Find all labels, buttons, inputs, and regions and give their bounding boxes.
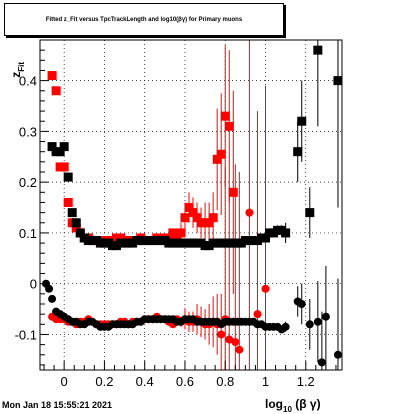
data-point-square bbox=[208, 213, 218, 223]
data-point-circle bbox=[321, 312, 330, 321]
data-point-circle bbox=[297, 300, 306, 308]
x-tick-label: 0.2 bbox=[95, 374, 113, 389]
data-series bbox=[42, 40, 343, 370]
data-point-square bbox=[188, 208, 198, 218]
data-point-square bbox=[293, 147, 303, 157]
data-point-square bbox=[47, 142, 57, 152]
data-point-square bbox=[333, 76, 343, 86]
y-tick-label: 0.3 bbox=[19, 124, 37, 139]
timestamp: Mon Jan 18 15:55:21 2021 bbox=[2, 400, 113, 410]
data-point-square bbox=[51, 86, 61, 96]
x-tick-label: 0.8 bbox=[216, 374, 234, 389]
data-point-square bbox=[55, 147, 65, 157]
y-tick-label: 0.4 bbox=[19, 74, 37, 89]
data-point-square bbox=[204, 218, 214, 228]
data-point-square bbox=[192, 213, 202, 223]
series-group bbox=[47, 40, 343, 251]
data-point-circle bbox=[313, 317, 322, 326]
data-point-square bbox=[305, 208, 315, 218]
chart-title: Fitted z_Fit versus TpcTrackLength and l… bbox=[4, 3, 284, 36]
axis-ticks: 0 0.2 0.4 0.6 0.8 1 1.2 -0.1 0 0.1 0.2 0.3 0.4 bbox=[15, 49, 337, 389]
data-point-square bbox=[71, 223, 81, 233]
plot-frame bbox=[39, 39, 343, 371]
y-tick-label: 0 bbox=[30, 277, 37, 292]
data-point-circle bbox=[235, 345, 244, 354]
data-point-square bbox=[216, 149, 226, 159]
y-tick-label: 0.1 bbox=[19, 226, 37, 241]
y-axis-label: zFit bbox=[9, 62, 26, 78]
data-point-square bbox=[176, 228, 186, 238]
x-tick-label: 1 bbox=[262, 374, 269, 389]
data-point-circle bbox=[317, 358, 326, 367]
data-point-circle bbox=[245, 208, 254, 217]
data-point-circle bbox=[305, 320, 314, 329]
data-point-square bbox=[168, 228, 178, 238]
data-point-square bbox=[47, 71, 57, 81]
data-point-square bbox=[59, 162, 69, 172]
data-point-circle bbox=[48, 294, 57, 303]
x-tick-label: 0.4 bbox=[136, 374, 154, 389]
data-point-square bbox=[260, 233, 270, 243]
series-group bbox=[47, 45, 238, 294]
data-point-circle bbox=[281, 322, 290, 331]
x-tick-label: 0 bbox=[61, 374, 68, 389]
data-point-circle bbox=[45, 284, 54, 293]
data-point-square bbox=[184, 203, 194, 213]
data-point-square bbox=[297, 116, 307, 126]
data-point-square bbox=[281, 228, 291, 238]
data-point-square bbox=[63, 172, 73, 182]
data-point-circle bbox=[217, 330, 226, 339]
data-point-square bbox=[220, 111, 230, 121]
data-point-square bbox=[75, 228, 85, 238]
data-point-circle bbox=[253, 310, 262, 319]
data-point-circle bbox=[231, 338, 240, 347]
x-tick-label: 0.6 bbox=[176, 374, 194, 389]
data-point-circle bbox=[225, 335, 234, 344]
x-axis-label: log10 (β γ) bbox=[265, 397, 321, 414]
series-group bbox=[42, 265, 342, 370]
data-point-circle bbox=[261, 284, 270, 293]
data-point-square bbox=[71, 218, 81, 228]
data-point-square bbox=[59, 142, 69, 152]
data-point-square bbox=[212, 154, 222, 164]
data-point-square bbox=[63, 197, 73, 207]
data-point-circle bbox=[333, 350, 342, 359]
data-point-square bbox=[172, 233, 182, 243]
data-point-square bbox=[67, 208, 77, 218]
data-point-square bbox=[224, 121, 234, 131]
y-tick-label: 0.2 bbox=[19, 175, 37, 190]
data-point-square bbox=[180, 213, 190, 223]
data-point-square bbox=[228, 187, 238, 197]
x-tick-label: 1.2 bbox=[297, 374, 315, 389]
y-tick-label: -0.1 bbox=[15, 327, 37, 342]
data-point-square bbox=[313, 45, 323, 55]
